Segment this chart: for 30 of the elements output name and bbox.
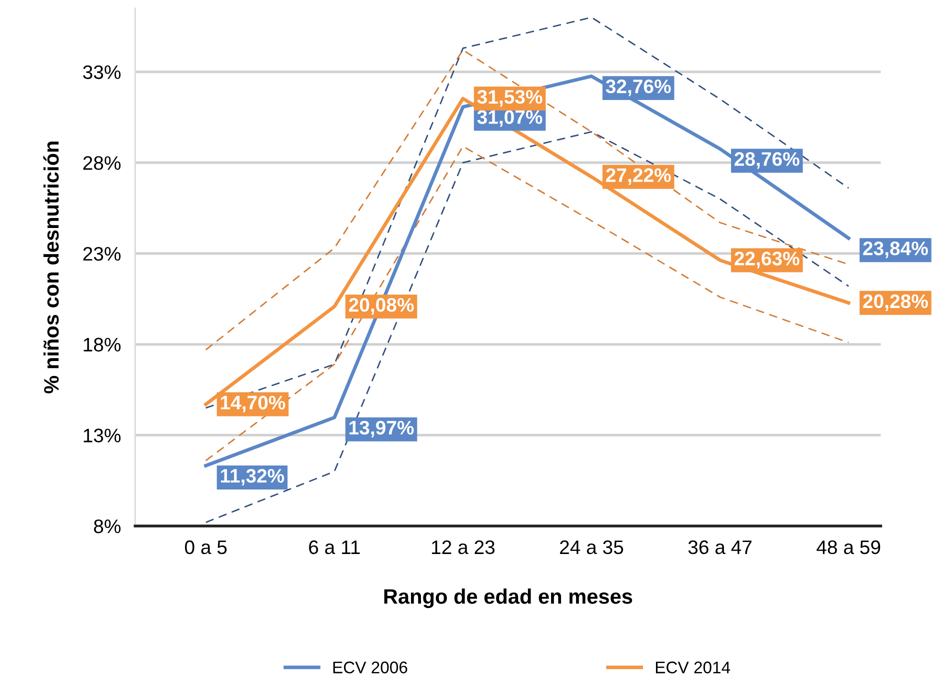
y-tick-label: 13% (84, 428, 121, 442)
data-label: 20,28% (863, 294, 928, 311)
data-label: 23,84% (863, 242, 928, 258)
legend-label: ECV 2006 (333, 662, 408, 674)
data-label: 28,76% (734, 152, 800, 169)
data-label: 27,22% (606, 168, 671, 185)
x-tick-label: 36 a 47 (688, 540, 752, 554)
y-tick-label: 23% (83, 246, 121, 261)
data-label: 32,76% (606, 80, 671, 96)
x-tick-label: 24 a 35 (560, 540, 624, 554)
line-series (205, 146, 850, 462)
data-label: 11,32% (220, 468, 284, 486)
x-tick-label: 12 a 23 (432, 540, 495, 554)
line-series (205, 131, 850, 524)
x-tick-label: 0 a 5 (184, 540, 227, 554)
x-tick-label: 6 a 11 (309, 540, 360, 554)
data-label: 31,07% (477, 110, 542, 127)
y-axis-title: % niños con desnutrición (43, 142, 59, 394)
data-label: 20,08% (348, 298, 414, 315)
data-label: 13,97% (350, 420, 414, 438)
legend-label: ECV 2014 (656, 662, 730, 674)
data-label: 22,63% (734, 252, 800, 268)
y-tick-label: 8% (94, 519, 121, 534)
data-label: 31,53% (477, 90, 542, 107)
data-label: 14,70% (220, 396, 286, 412)
x-axis-title: Rango de edad en meses (384, 588, 632, 608)
y-tick-label: 33% (83, 65, 121, 80)
y-tick-label: 28% (83, 156, 121, 170)
x-tick-label: 48 a 59 (816, 540, 880, 554)
y-tick-label: 18% (84, 338, 121, 352)
